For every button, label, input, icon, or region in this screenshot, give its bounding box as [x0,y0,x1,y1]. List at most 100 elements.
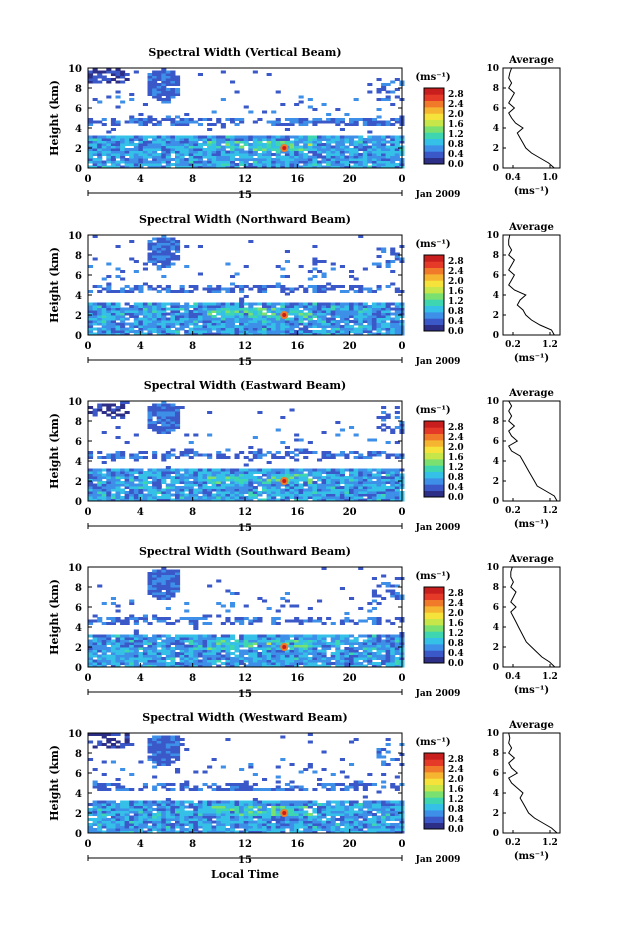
heatmap-cell [294,303,299,306]
y-tick-label: 2 [75,643,82,654]
heatmap-cell [335,320,340,323]
heatmap-cell [125,323,130,326]
heatmap-cell [354,278,359,281]
heatmap-cell [106,801,111,804]
heatmap-cell [390,469,395,472]
heatmap-cell [290,456,295,459]
heatmap-cell [322,136,327,139]
heatmap-cell [170,163,175,166]
heatmap-cell [207,128,212,131]
heatmap-cell [390,454,395,457]
heatmap-cell [134,476,139,479]
colorbar-tick-label: 1.2 [448,629,464,639]
heatmap-cell [111,71,116,74]
heatmap-cell [111,617,116,620]
heatmap-cell [184,303,189,306]
average-x-tick-label: 1.0 [542,173,558,183]
heatmap-cell [386,441,391,444]
heatmap-cell [120,489,125,492]
heatmap-cell [276,622,281,625]
heatmap-cell [152,123,157,126]
heatmap-cell [280,416,285,419]
heatmap-cell [207,136,212,139]
heatmap-cell [381,303,386,306]
heatmap-cell [386,590,391,593]
date-label: Jan 2009 [415,357,461,367]
heatmap-cell [184,645,189,648]
heatmap-cell [367,131,372,134]
colorbar-swatch [424,453,444,460]
colorbar-swatch [424,293,444,300]
heatmap-cell [138,635,143,638]
heatmap-cell [116,635,121,638]
date-label: Jan 2009 [415,190,461,200]
heatmap-cell [166,116,171,119]
heatmap-cell [308,330,313,333]
x-tick-label: 20 [343,507,357,518]
heatmap-cell [299,146,304,149]
heatmap-cell [280,156,285,159]
heatmap-cell [157,650,162,653]
average-line [509,401,557,501]
average-y-tick-label: 8 [493,84,499,94]
heatmap-cell [198,303,203,306]
heatmap-cell [303,489,308,492]
heatmap-cell [106,283,111,286]
colorbar-tick-label: 1.6 [448,619,464,629]
colorbar-swatch [424,459,444,466]
heatmap-cell [285,118,290,121]
heatmap-cell [129,305,134,308]
heatmap-cell [317,330,322,333]
heatmap-cell [340,429,345,432]
y-tick-label: 0 [75,663,82,674]
heatmap-cell [358,454,363,457]
heatmap-cell [290,288,295,291]
heatmap-cell [125,136,130,139]
heatmap-cell [230,118,235,121]
heatmap-cell [125,801,130,804]
heatmap-cell [116,91,121,94]
colorbar-tick-label: 0.4 [448,483,464,493]
heatmap-cell [207,285,212,288]
heatmap-cell [216,136,221,139]
heatmap-cell [317,617,322,620]
heatmap-cell [253,121,258,124]
colorbar-tick-label: 0.8 [448,639,464,649]
heatmap-cell [180,451,185,454]
heatmap-cell [134,71,139,74]
colorbar-swatch [424,427,444,434]
heatmap-cell [116,741,121,744]
heatmap-cell [203,622,208,625]
heatmap-cell [326,635,331,638]
colorbar-tick-label: 2.8 [448,423,464,433]
heatmap-cell [244,464,249,467]
heatmap-cell [170,136,175,139]
heatmap-cell [143,494,148,497]
heatmap-cell [116,778,121,781]
heatmap-cell [358,153,363,156]
heatmap-cell [381,121,386,124]
heatmap-cell [88,451,93,454]
heatmap-cell [88,118,93,121]
heatmap-cell [120,469,125,472]
heatmap-cell [285,128,290,131]
heatmap-cell [395,657,400,660]
heatmap-cell [221,605,226,608]
heatmap-cell [212,469,217,472]
heatmap-cell [138,118,143,121]
heatmap-cell [349,275,354,278]
heatmap-cell [285,451,290,454]
heatmap-cell [125,469,130,472]
heatmap-cell [125,617,130,620]
x-tick-label: 0 [85,673,92,684]
average-y-tick-label: 10 [486,563,499,573]
heatmap-cell [235,118,240,121]
heatmap-cell [88,808,93,811]
colorbar-unit: (ms⁻¹) [415,405,450,416]
colorbar-swatch [424,446,444,453]
heatmap-cell [111,454,116,457]
heatmap-cell [239,451,244,454]
heatmap-cell [221,98,226,101]
average-y-tick-label: 6 [493,437,499,447]
heatmap-cell [267,136,272,139]
